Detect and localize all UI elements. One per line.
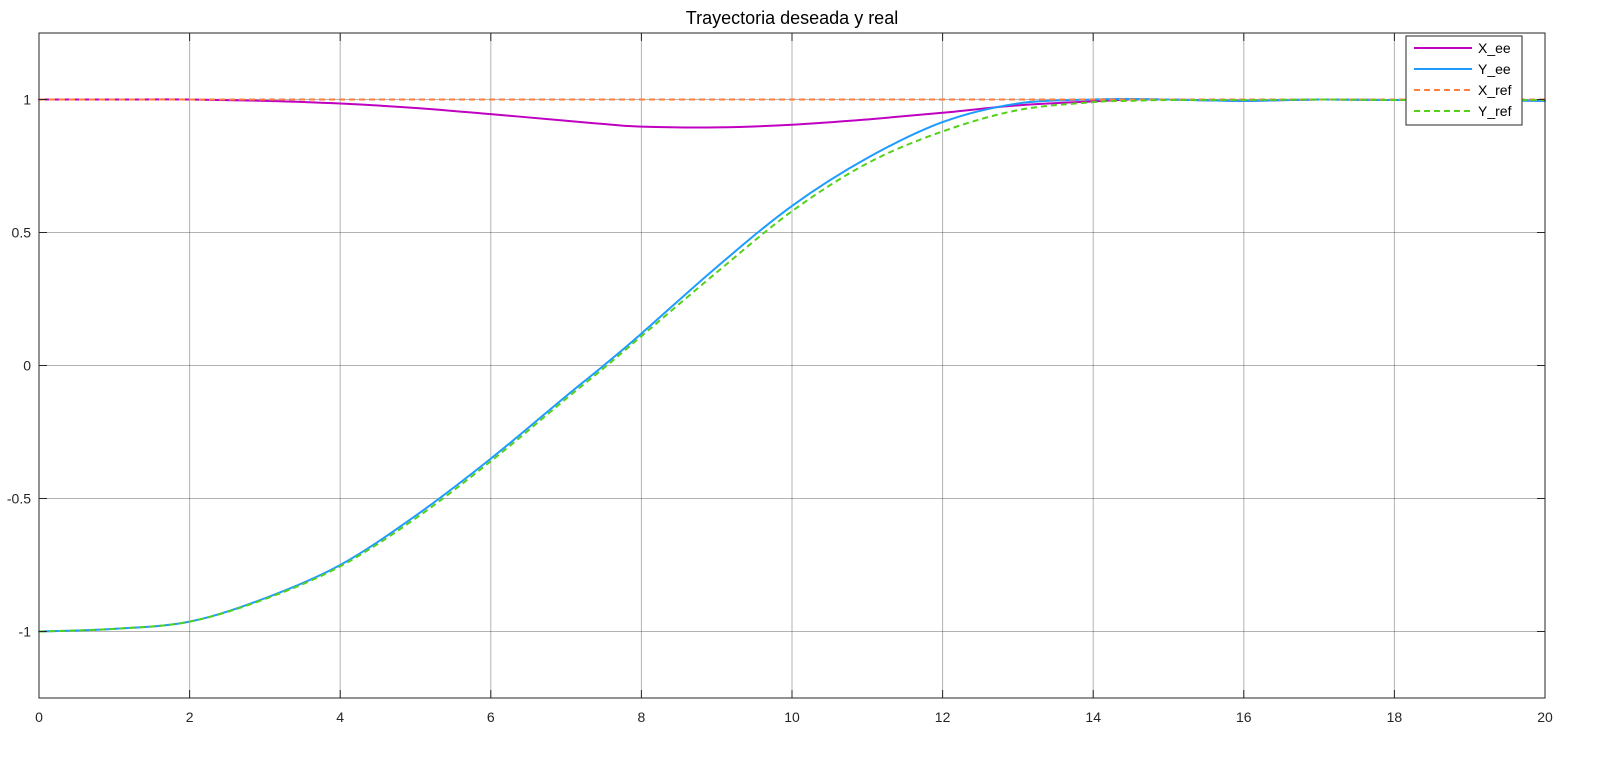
series-line-y-ee [38, 97, 1546, 633]
y-tick-label: 0 [23, 358, 31, 374]
series-lines [38, 97, 1546, 633]
legend: X_ee Y_ee X_ref Y_ref [1405, 35, 1523, 126]
legend-label-x-ref: X_ref [1478, 82, 1512, 98]
plot-background [39, 33, 1545, 698]
x-tick-label: 2 [186, 709, 194, 725]
x-tick-label: 8 [638, 709, 646, 725]
x-tick-label: 14 [1085, 709, 1101, 725]
legend-label-x-ee: X_ee [1478, 40, 1511, 56]
y-tick-label: 1 [23, 92, 31, 108]
y-tick-label: -1 [19, 624, 32, 640]
x-tick-label: 12 [935, 709, 951, 725]
legend-label-y-ee: Y_ee [1478, 61, 1511, 77]
legend-label-y-ref: Y_ref [1478, 103, 1512, 119]
x-tick-label: 10 [784, 709, 800, 725]
x-tick-label: 6 [487, 709, 495, 725]
x-tick-label: 4 [336, 709, 344, 725]
chart-title: Trayectoria deseada y real [686, 8, 898, 28]
x-tick-label: 16 [1236, 709, 1252, 725]
ticks: 0 2 4 6 8 10 12 14 16 18 20 -1 -0.5 0 0.5 1 [7, 33, 1553, 725]
x-tick-label: 0 [35, 709, 43, 725]
x-tick-label: 20 [1537, 709, 1553, 725]
x-tick-label: 18 [1387, 709, 1403, 725]
y-tick-label: -0.5 [7, 491, 31, 507]
y-tick-label: 0.5 [12, 225, 32, 241]
